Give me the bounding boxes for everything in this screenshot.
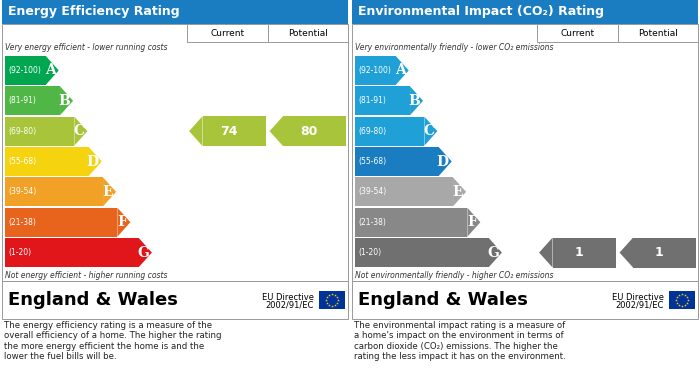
- Text: (1-20): (1-20): [8, 248, 31, 257]
- Polygon shape: [424, 117, 438, 145]
- Bar: [348, 0, 352, 391]
- Text: Very environmentally friendly - lower CO₂ emissions: Very environmentally friendly - lower CO…: [355, 43, 554, 52]
- Bar: [187, 24, 267, 42]
- Bar: [283, 116, 346, 146]
- Text: C: C: [74, 124, 85, 138]
- Bar: [267, 24, 348, 42]
- Text: F: F: [468, 215, 477, 229]
- Bar: [355, 117, 424, 145]
- Text: Current: Current: [560, 29, 594, 38]
- Text: Potential: Potential: [638, 29, 678, 38]
- Text: Very energy efficient - lower running costs: Very energy efficient - lower running co…: [5, 43, 167, 52]
- Bar: [352, 24, 698, 281]
- Polygon shape: [46, 56, 59, 85]
- Text: 80: 80: [300, 125, 318, 138]
- Text: (81-91): (81-91): [358, 96, 386, 105]
- Text: (92-100): (92-100): [8, 66, 41, 75]
- Text: (55-68): (55-68): [358, 157, 386, 166]
- Bar: [2, 0, 348, 24]
- Text: B: B: [408, 94, 420, 108]
- Text: (69-80): (69-80): [8, 127, 36, 136]
- Text: G: G: [487, 246, 499, 260]
- Bar: [537, 24, 617, 42]
- Polygon shape: [489, 238, 502, 267]
- Bar: [5, 208, 118, 237]
- Text: 74: 74: [220, 125, 237, 138]
- Bar: [355, 238, 489, 267]
- Text: Environmental Impact (CO₂) Rating: Environmental Impact (CO₂) Rating: [358, 5, 604, 18]
- Bar: [202, 116, 265, 146]
- Bar: [355, 56, 395, 85]
- Polygon shape: [539, 238, 552, 267]
- Text: (21-38): (21-38): [358, 218, 386, 227]
- Text: E: E: [452, 185, 463, 199]
- Bar: [5, 238, 139, 267]
- Text: D: D: [437, 154, 449, 169]
- Text: The energy efficiency rating is a measure of the
overall efficiency of a home. T: The energy efficiency rating is a measur…: [4, 321, 221, 361]
- Polygon shape: [468, 208, 480, 237]
- Text: D: D: [87, 154, 99, 169]
- Text: (69-80): (69-80): [358, 127, 386, 136]
- Polygon shape: [189, 116, 202, 146]
- Text: F: F: [118, 215, 127, 229]
- Bar: [355, 178, 453, 206]
- Text: (55-68): (55-68): [8, 157, 36, 166]
- Polygon shape: [103, 178, 116, 206]
- Polygon shape: [270, 116, 283, 146]
- Text: A: A: [45, 63, 56, 77]
- Polygon shape: [439, 147, 452, 176]
- Polygon shape: [410, 86, 423, 115]
- Bar: [633, 238, 696, 267]
- Text: Energy Efficiency Rating: Energy Efficiency Rating: [8, 5, 180, 18]
- Bar: [669, 291, 695, 309]
- Bar: [5, 117, 74, 145]
- Polygon shape: [139, 238, 152, 267]
- Bar: [2, 24, 348, 281]
- Bar: [552, 238, 615, 267]
- Bar: [617, 24, 698, 42]
- Text: Not environmentally friendly - higher CO₂ emissions: Not environmentally friendly - higher CO…: [355, 271, 554, 280]
- Text: 1: 1: [574, 246, 583, 259]
- Text: Not energy efficient - higher running costs: Not energy efficient - higher running co…: [5, 271, 167, 280]
- Polygon shape: [74, 117, 88, 145]
- Text: EU Directive: EU Directive: [262, 292, 314, 301]
- Text: (92-100): (92-100): [358, 66, 391, 75]
- Bar: [355, 147, 439, 176]
- Text: 1: 1: [654, 246, 664, 259]
- Bar: [352, 281, 698, 319]
- Polygon shape: [620, 238, 633, 267]
- Text: G: G: [137, 246, 149, 260]
- Text: B: B: [58, 94, 70, 108]
- Bar: [2, 281, 348, 319]
- Bar: [319, 291, 345, 309]
- Text: England & Wales: England & Wales: [8, 291, 178, 309]
- Text: Potential: Potential: [288, 29, 328, 38]
- Text: (81-91): (81-91): [8, 96, 36, 105]
- Bar: [5, 56, 46, 85]
- Text: (21-38): (21-38): [8, 218, 36, 227]
- Text: 2002/91/EC: 2002/91/EC: [615, 301, 664, 310]
- Polygon shape: [60, 86, 73, 115]
- Polygon shape: [118, 208, 130, 237]
- Text: England & Wales: England & Wales: [358, 291, 528, 309]
- Bar: [5, 178, 103, 206]
- Text: (39-54): (39-54): [358, 187, 386, 196]
- Polygon shape: [453, 178, 466, 206]
- Bar: [5, 86, 60, 115]
- Text: EU Directive: EU Directive: [612, 292, 664, 301]
- Bar: [5, 147, 89, 176]
- Bar: [352, 0, 698, 24]
- Text: (1-20): (1-20): [358, 248, 381, 257]
- Text: (39-54): (39-54): [8, 187, 36, 196]
- Text: The environmental impact rating is a measure of
a home's impact on the environme: The environmental impact rating is a mea…: [354, 321, 566, 361]
- Polygon shape: [89, 147, 102, 176]
- Bar: [355, 86, 410, 115]
- Text: 2002/91/EC: 2002/91/EC: [265, 301, 314, 310]
- Text: A: A: [395, 63, 406, 77]
- Text: Current: Current: [210, 29, 244, 38]
- Polygon shape: [395, 56, 409, 85]
- Text: C: C: [424, 124, 435, 138]
- Text: E: E: [102, 185, 113, 199]
- Bar: [355, 208, 468, 237]
